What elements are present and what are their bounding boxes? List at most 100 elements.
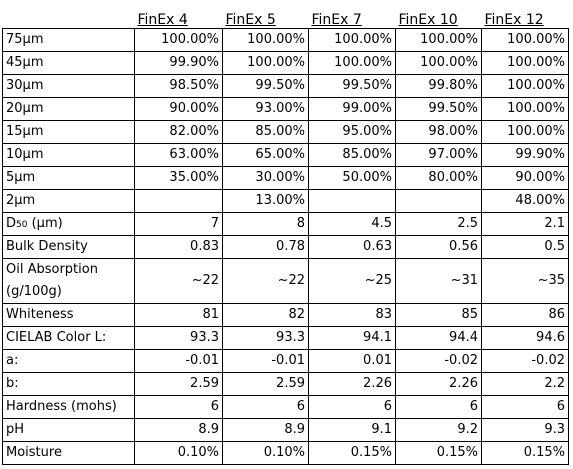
cell-value: 0.15% (308, 440, 396, 465)
cell-value: 6 (395, 394, 482, 419)
cell-value: 0.63 (308, 234, 396, 259)
cell-value: 0.10% (222, 440, 309, 465)
cell-value: 85.00% (222, 119, 309, 144)
cell-value: 94.6 (481, 325, 569, 350)
row-label: b: (2, 371, 135, 396)
cell-value: ~31 (395, 257, 482, 304)
table-row: 15µm 82.00% 85.00% 95.00% 98.00% 100.00% (2, 119, 569, 144)
cell-value: 81 (134, 302, 223, 327)
cell-value: 100.00% (308, 27, 396, 52)
cell-value: ~22 (134, 257, 223, 304)
row-label: D50 (µm) (2, 211, 135, 236)
cell-value: ~25 (308, 257, 396, 304)
cell-value: 13.00% (222, 188, 309, 213)
cell-value: 9.1 (308, 417, 396, 442)
cell-value: 6 (134, 394, 223, 419)
header-finex-10: FinEx 10 (398, 11, 458, 28)
table-row: 75µm 100.00% 100.00% 100.00% 100.00% 100… (2, 27, 569, 52)
table-header-row: FinEx 4 FinEx 5 FinEx 7 FinEx 10 FinEx 1… (3, 2, 569, 28)
cell-value (395, 188, 482, 213)
cell-value: 93.3 (134, 325, 223, 350)
table-row: Bulk Density 0.83 0.78 0.63 0.56 0.5 (2, 234, 569, 259)
row-label: pH (2, 417, 135, 442)
d50-label-unit: (µm) (27, 216, 63, 231)
table-row: Hardness (mohs) 6 6 6 6 6 (2, 394, 569, 419)
cell-value: 80.00% (395, 165, 482, 190)
cell-value: 100.00% (481, 96, 569, 121)
cell-value: 6 (308, 394, 396, 419)
cell-value: 99.90% (481, 142, 569, 167)
cell-value: 9.2 (395, 417, 482, 442)
cell-value: 98.50% (134, 73, 223, 98)
cell-value: 6 (481, 394, 569, 419)
cell-value: 9.3 (481, 417, 569, 442)
table-row: 10µm 63.00% 65.00% 85.00% 97.00% 99.90% (2, 142, 569, 167)
cell-value: 63.00% (134, 142, 223, 167)
cell-value: 7 (134, 211, 223, 236)
table-row: Moisture 0.10% 0.10% 0.15% 0.15% 0.15% (2, 440, 569, 465)
row-label: 30µm (2, 73, 135, 98)
table-row: 30µm 98.50% 99.50% 99.50% 99.80% 100.00% (2, 73, 569, 98)
cell-value: ~35 (481, 257, 569, 304)
cell-value: 0.01 (308, 348, 396, 373)
cell-value: 2.2 (481, 371, 569, 396)
header-finex-4: FinEx 4 (137, 11, 188, 28)
row-label: Bulk Density (2, 234, 135, 259)
cell-value: 95.00% (308, 119, 396, 144)
d50-label-sub: 50 (16, 220, 28, 230)
row-label: 5µm (2, 165, 135, 190)
cell-value: 100.00% (481, 119, 569, 144)
d50-label-main: D (6, 216, 17, 231)
row-label: Oil Absorption (g/100g) (2, 257, 135, 304)
cell-value: 0.78 (222, 234, 309, 259)
cell-value: 90.00% (481, 165, 569, 190)
cell-value: 50.00% (308, 165, 396, 190)
table-row: Whiteness 81 82 83 85 86 (2, 302, 569, 327)
header-finex-5: FinEx 5 (225, 11, 276, 28)
cell-value: 98.00% (395, 119, 482, 144)
cell-value: 100.00% (308, 50, 396, 75)
cell-value: 0.5 (481, 234, 569, 259)
cell-value: 94.1 (308, 325, 396, 350)
cell-value: 93.00% (222, 96, 309, 121)
cell-value: 35.00% (134, 165, 223, 190)
row-label: Moisture (2, 440, 135, 465)
product-spec-table: FinEx 4 FinEx 5 FinEx 7 FinEx 10 FinEx 1… (2, 2, 569, 465)
cell-value: 99.80% (395, 73, 482, 98)
row-label: 75µm (2, 27, 135, 52)
cell-value: 6 (222, 394, 309, 419)
cell-value: 0.83 (134, 234, 223, 259)
row-label: a: (2, 348, 135, 373)
table-row: D50 (µm) 7 8 4.5 2.5 2.1 (2, 211, 569, 236)
cell-value: 93.3 (222, 325, 309, 350)
cell-value (308, 188, 396, 213)
header-finex-7: FinEx 7 (311, 11, 362, 28)
table-row: b: 2.59 2.59 2.26 2.26 2.2 (2, 371, 569, 396)
row-label: 2µm (2, 188, 135, 213)
cell-value: 2.59 (222, 371, 309, 396)
cell-value: 94.4 (395, 325, 482, 350)
cell-value: 99.50% (395, 96, 482, 121)
cell-value: 0.15% (481, 440, 569, 465)
cell-value: 85 (395, 302, 482, 327)
cell-value: 97.00% (395, 142, 482, 167)
header-cell-empty (3, 2, 135, 28)
cell-value: 8 (222, 211, 309, 236)
cell-value: 99.90% (134, 50, 223, 75)
cell-value: -0.01 (222, 348, 309, 373)
cell-value: 0.10% (134, 440, 223, 465)
cell-value: 82 (222, 302, 309, 327)
cell-value: 2.26 (395, 371, 482, 396)
table-row: CIELAB Color L: 93.3 93.3 94.1 94.4 94.6 (2, 325, 569, 350)
cell-value: 99.00% (308, 96, 396, 121)
table-row: pH 8.9 8.9 9.1 9.2 9.3 (2, 417, 569, 442)
cell-value: 82.00% (134, 119, 223, 144)
cell-value: 4.5 (308, 211, 396, 236)
cell-value: 100.00% (481, 73, 569, 98)
cell-value: 83 (308, 302, 396, 327)
cell-value: 2.1 (481, 211, 569, 236)
row-label: 10µm (2, 142, 135, 167)
row-label: CIELAB Color L: (2, 325, 135, 350)
cell-value: 65.00% (222, 142, 309, 167)
cell-value: 99.50% (308, 73, 396, 98)
